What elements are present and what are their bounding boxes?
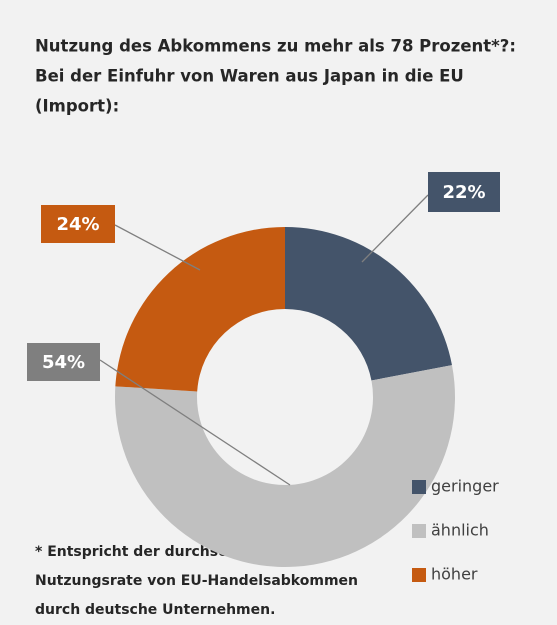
data-label: 22% (442, 182, 485, 203)
label-box (27, 343, 100, 381)
footnote: Nutzungsrate von EU-Handelsabkommen (35, 573, 358, 589)
leader-line (361, 194, 429, 263)
legend-label: geringer (431, 477, 499, 496)
footnote: durch deutsche Unternehmen. (35, 602, 275, 618)
chart-title: Nutzung des Abkommens zu mehr als 78 Pro… (35, 37, 516, 56)
chart-title: (Import): (35, 97, 119, 116)
legend-label: ähnlich (431, 521, 489, 540)
data-label: 54% (42, 352, 85, 373)
legend-swatch (412, 480, 426, 494)
leader-line (114, 224, 201, 271)
legend-swatch (412, 524, 426, 538)
data-label: 24% (56, 214, 99, 235)
legend-swatch (412, 568, 426, 582)
donut-segment (285, 227, 452, 381)
chart-title: Bei der Einfuhr von Waren aus Japan in d… (35, 67, 464, 86)
leader-line (99, 359, 291, 486)
donut-segment (114, 365, 455, 567)
donut-segment (115, 227, 286, 392)
label-box (428, 172, 500, 212)
legend-label: höher (431, 565, 478, 584)
label-box (41, 205, 115, 243)
